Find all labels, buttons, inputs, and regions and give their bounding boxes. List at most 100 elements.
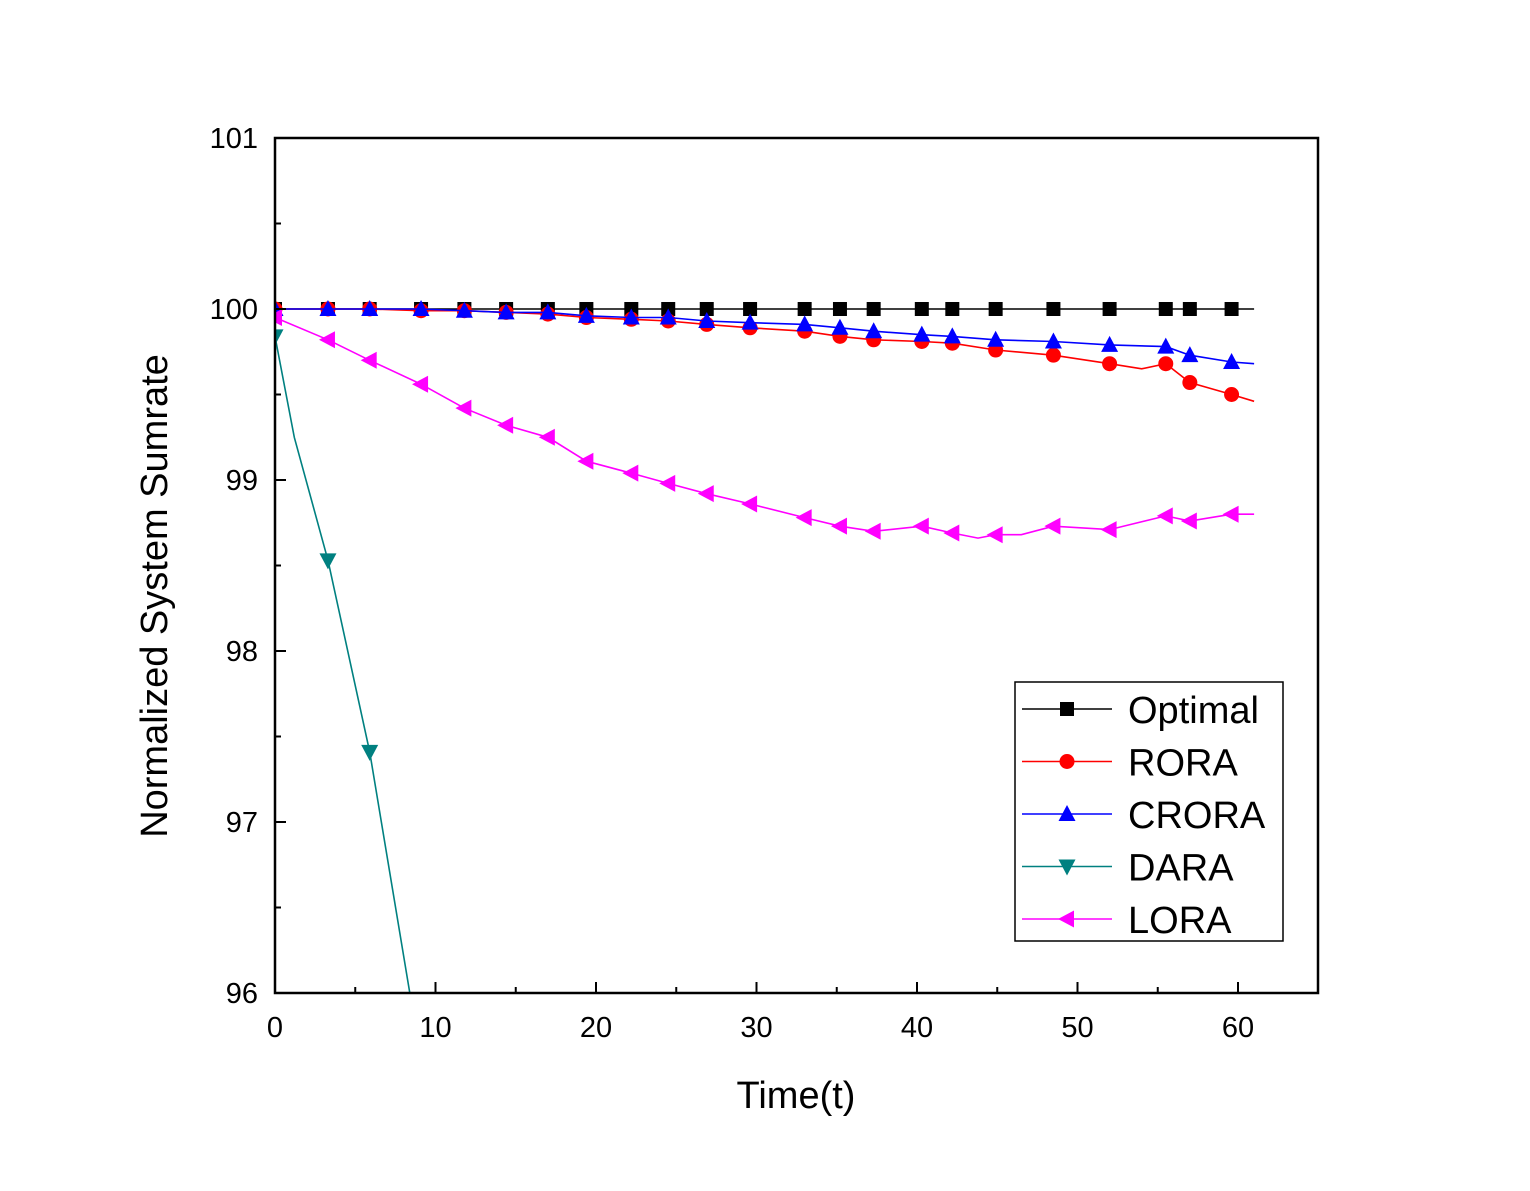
ticks-layer: 0 10 20 30 40 50 60 96 97 98 99 100 101: [210, 123, 1255, 1044]
data-point-crora: [913, 325, 931, 342]
legend-item-crora: CRORA: [1022, 795, 1266, 837]
data-point-crora: [865, 322, 883, 339]
y-tick-label: 97: [226, 807, 258, 839]
data-point-crora: [831, 318, 849, 335]
data-point-lora: [864, 522, 881, 540]
data-point-lora: [1100, 521, 1117, 539]
x-tick-label: 40: [901, 1012, 933, 1044]
data-point-lora: [412, 375, 429, 393]
data-point-optimal: [945, 302, 960, 316]
data-point-optimal: [832, 302, 847, 316]
data-point-lora: [830, 517, 847, 535]
data-point-lora: [697, 485, 714, 503]
legend-marker-dara: [1058, 859, 1076, 876]
data-point-optimal: [1158, 302, 1173, 316]
data-point-lora: [622, 464, 639, 482]
data-point-crora: [987, 330, 1005, 347]
data-point-rora: [1158, 356, 1174, 372]
legend-label-lora: LORA: [1128, 900, 1232, 942]
data-point-dara: [275, 329, 284, 346]
legend-item-dara: DARA: [1022, 848, 1234, 890]
y-tick-label: 101: [210, 123, 258, 155]
data-point-optimal: [866, 302, 881, 316]
data-point-optimal: [699, 302, 714, 316]
plot-frame: [273, 136, 1320, 995]
data-point-optimal: [1046, 302, 1061, 316]
data-point-crora: [796, 315, 814, 332]
data-point-rora: [1102, 356, 1118, 372]
data-point-lora: [538, 428, 555, 446]
data-point-crora: [319, 300, 337, 316]
legend-item-optimal: Optimal: [1022, 690, 1259, 732]
legend-marker-lora: [1058, 910, 1074, 928]
data-point-lora: [659, 474, 676, 492]
data-point-lora: [741, 495, 758, 513]
legend-marker-rora: [1059, 754, 1075, 769]
x-axis-title: Time(t): [737, 1075, 856, 1117]
data-point-optimal: [914, 302, 929, 316]
data-point-crora: [577, 306, 595, 323]
data-point-dara: [319, 553, 337, 570]
legend-item-rora: RORA: [1022, 743, 1238, 785]
series-dara: [275, 329, 411, 993]
data-point-crora: [497, 303, 515, 320]
data-point-optimal: [1224, 302, 1239, 316]
data-point-crora: [1157, 337, 1175, 354]
data-point-optimal: [797, 302, 812, 316]
data-point-optimal: [1182, 302, 1197, 316]
data-point-crora: [361, 300, 379, 316]
data-point-lora: [1156, 507, 1173, 525]
data-point-lora: [1044, 517, 1061, 535]
x-tick-label: 0: [267, 1012, 283, 1044]
data-point-lora: [275, 309, 282, 327]
data-point-crora: [1223, 353, 1241, 370]
x-tick-label: 60: [1222, 1012, 1254, 1044]
x-tick-label: 50: [1061, 1012, 1093, 1044]
legend-marker-crora: [1058, 805, 1076, 821]
x-tick-label: 30: [740, 1012, 772, 1044]
data-point-crora: [539, 303, 557, 320]
data-point-rora: [1045, 347, 1061, 363]
data-point-lora: [912, 517, 929, 535]
data-point-crora: [1181, 346, 1199, 363]
data-point-crora: [622, 308, 640, 325]
data-point-crora: [698, 311, 716, 328]
legend-box: [1014, 681, 1284, 942]
y-tick-label: 99: [226, 465, 258, 497]
data-point-lora: [1180, 512, 1197, 530]
legend-label-optimal: Optimal: [1128, 690, 1259, 732]
data-point-crora: [455, 301, 473, 318]
data-point-lora: [318, 331, 335, 349]
data-point-optimal: [1102, 302, 1117, 316]
data-point-lora: [986, 526, 1003, 544]
x-tick-label: 20: [580, 1012, 612, 1044]
y-tick-label: 98: [226, 636, 258, 668]
legend-label-crora: CRORA: [1128, 795, 1266, 837]
y-tick-label: 96: [226, 978, 258, 1010]
data-point-crora: [659, 308, 677, 325]
legend: Optimal RORA CRORA DARA LORA: [1014, 681, 1284, 942]
series-layer: [275, 300, 1255, 993]
series-crora: [275, 300, 1255, 370]
data-point-lora: [577, 452, 594, 470]
legend-label-rora: RORA: [1128, 743, 1238, 785]
legend-item-lora: LORA: [1022, 900, 1232, 942]
y-axis-title: Normalized System Sumrate: [134, 354, 176, 838]
legend-label-dara: DARA: [1128, 848, 1234, 890]
data-point-crora: [741, 313, 759, 330]
data-point-crora: [1044, 332, 1062, 349]
data-point-crora: [943, 327, 961, 344]
data-point-lora: [943, 524, 960, 542]
data-point-optimal: [743, 302, 758, 316]
series-lora: [275, 309, 1255, 544]
data-point-crora: [412, 300, 430, 316]
data-point-lora: [455, 399, 472, 417]
data-point-lora: [497, 416, 514, 434]
data-point-lora: [795, 509, 812, 527]
data-point-rora: [1182, 375, 1198, 391]
data-point-crora: [1101, 335, 1119, 352]
data-point-dara: [361, 744, 379, 761]
data-point-lora: [1222, 505, 1239, 523]
data-point-optimal: [988, 302, 1003, 316]
